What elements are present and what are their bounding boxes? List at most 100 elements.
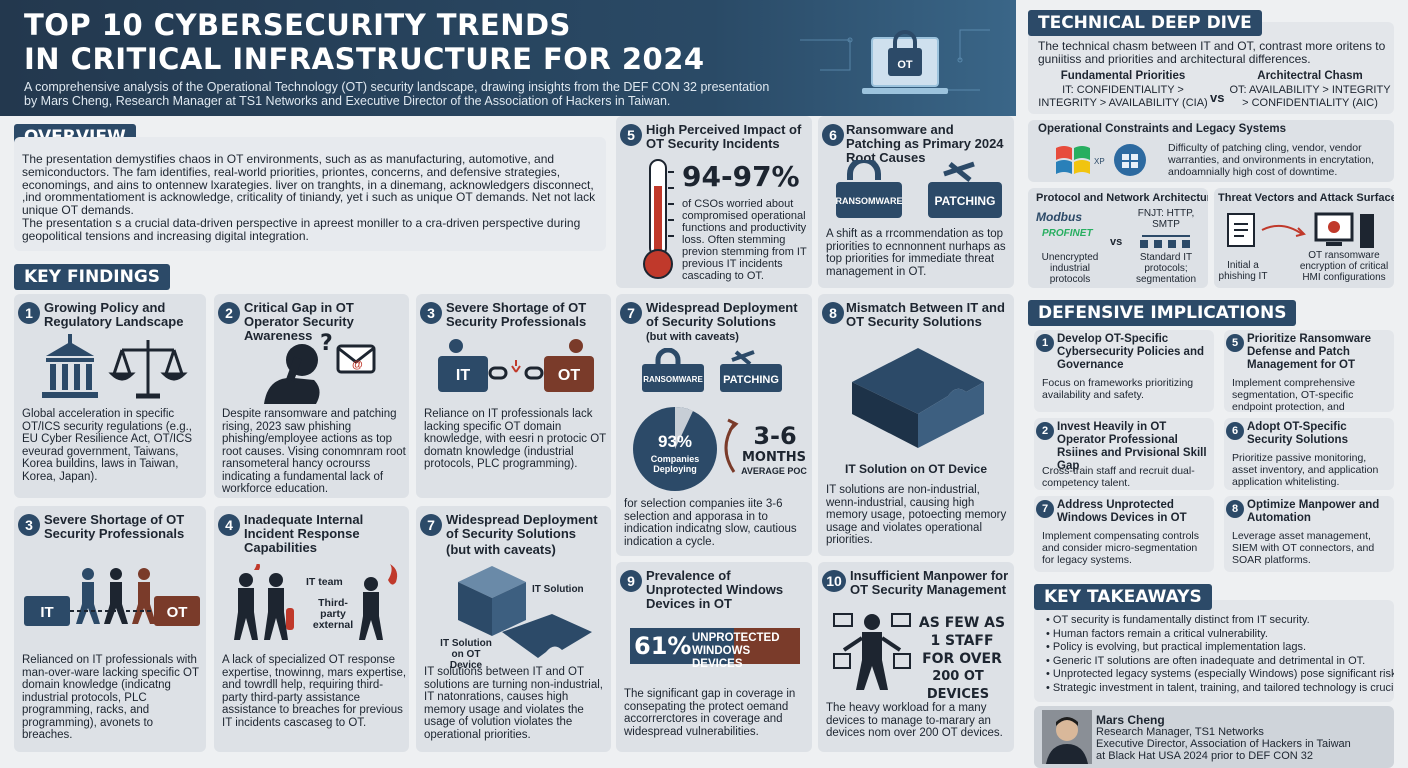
poc-months: 3-6 (753, 422, 797, 450)
finding-card-3: 3 Severe Shortage of OT Security Profess… (416, 294, 611, 498)
author-line3: at Black Hat USA 2024 prior to DEF CON 3… (1096, 750, 1314, 762)
bullet-icon: • (1046, 627, 1053, 640)
manpower-stat-2: 1 STAFF (930, 633, 994, 649)
it-ot-people-icon: IT OT (24, 568, 200, 626)
person-devices-icon (833, 613, 911, 690)
finding-title: Ransomware and Patching as Primary 2024 … (846, 122, 1004, 165)
finding-number: 6 (822, 124, 844, 146)
svg-text:@: @ (352, 359, 363, 371)
svg-text:?: ? (320, 332, 333, 356)
page-title-line2: IN CRITICAL INFRASTRUCTURE FOR 2024 (24, 42, 705, 76)
defensive-title: Develop OT-Specific Cybersecurity Polici… (1057, 333, 1205, 371)
ransomware-label: RANSOMWARE (836, 196, 903, 206)
avatar (1042, 710, 1092, 764)
proto-vs: vs (1110, 236, 1123, 248)
it-label: IT (40, 604, 53, 621)
finding-title: Widespread Deployment of Security Soluti… (446, 512, 598, 541)
it-label: IT (456, 367, 470, 384)
it-team-label: IT team (306, 576, 343, 588)
finding-body: Despite ransomware and patching rising, … (222, 408, 406, 495)
bullet-icon: • (1046, 668, 1053, 680)
finding-number: 7 (420, 514, 442, 536)
finding-card-10: 10 Insufficient Manpower for OT Security… (818, 562, 1014, 752)
fire-icon (388, 564, 398, 585)
modbus-label: Modbus (1036, 210, 1082, 224)
takeaway-text: Policy is evolving, but practical implem… (1052, 641, 1307, 653)
finding-body: A shift as a rrcommendation as top prior… (826, 228, 1006, 278)
proto-right: Standard IT protocols; segmentation (1135, 252, 1197, 285)
bullet-icon: • (1046, 641, 1053, 653)
impact-stat: 94-97% (682, 160, 800, 193)
takeaway-item: • Unprotected legacy systems (especially… (1046, 668, 1394, 682)
network-icon (1140, 235, 1190, 248)
defensive-item: 6 Adopt OT-Specific Security Solutions Pri… (1224, 418, 1394, 490)
defensive-title: Adopt OT-Specific Security Solutions (1247, 421, 1348, 446)
fp-text: IT: CONFIDENTIALITY > INTEGRITY > AVAILA… (1038, 84, 1208, 109)
defensive-title: Address Unprotected Windows Devices in O… (1057, 499, 1187, 524)
defensive-body: Leverage asset management, SIEM with OT … (1232, 530, 1375, 566)
coverage-fill (733, 628, 800, 664)
defensive-item: 2 Invest Heavily in OT Operator Professio… (1034, 418, 1214, 490)
government-building-icon (42, 334, 188, 399)
defensive-body: Implement compensating controls and cons… (1042, 530, 1199, 566)
finding-title: Critical Gap in OT Operator Security Awa… (244, 300, 354, 343)
ot-device-label: IT Solution on OT Device (440, 638, 492, 671)
deploy-pct: 93% (657, 432, 693, 451)
puzzle-icon (458, 566, 592, 658)
defensive-number: 5 (1226, 334, 1244, 352)
finding-card-7: 7 Widespread Deployment of Security Solu… (616, 294, 812, 556)
fp-vs: vs (1210, 90, 1225, 105)
finding-number: 5 (620, 124, 642, 146)
finding-title: Inadequate Internal Incident Response Ca… (244, 512, 364, 555)
finding-number: 10 (822, 570, 846, 592)
finding-number: 1 (18, 302, 40, 324)
it-solution-label: IT Solution (532, 584, 584, 595)
defensive-item: 7 Address Unprotected Windows Devices in … (1034, 496, 1214, 572)
finding-title: Prevalence of Unprotected Windows Device… (646, 568, 784, 611)
takeaway-item: • Generic IT solutions are often inadequ… (1046, 655, 1394, 669)
puzzle-icon-large (852, 348, 984, 448)
lock-toolbox-icon: RANSOMWARE PATCHING (836, 160, 1002, 218)
svg-text:PATCHING: PATCHING (723, 374, 779, 386)
cycle-arrow-icon (724, 418, 739, 473)
unprotected-pct: 61% (634, 632, 692, 660)
finding-body: IT solutions between IT and OT solutions… (424, 666, 603, 741)
phishing-ransomware-icon (1227, 212, 1374, 248)
threat-card: Threat Vectors and Attack Surface Initia… (1214, 188, 1394, 288)
poc-unit: MONTHS (742, 450, 806, 465)
monitor-ot-label: OT (897, 59, 913, 71)
confused-person-icon: ? @ (264, 332, 376, 404)
threat-left: Initial a phishing IT (1218, 260, 1268, 282)
page-title-line1: TOP 10 CYBERSECURITY TRENDS (24, 8, 571, 42)
takeaway-text: Strategic investment in talent, training… (1052, 681, 1394, 694)
deep-dive-card: The technical chasm between IT and OT, c… (1028, 22, 1394, 114)
finding-number: 4 (218, 514, 240, 536)
manpower-stat-4: 200 OT DEVICES (926, 669, 990, 702)
takeaways-heading: KEY TAKEAWAYS (1034, 584, 1212, 610)
threat-right: OT ransomware encryption of critical HMI… (1299, 250, 1389, 283)
finding-number: 8 (822, 302, 844, 324)
defensive-number: 8 (1226, 500, 1244, 518)
defensive-item: 5 Prioritize Ransomware Defense and Patch… (1224, 330, 1394, 412)
author-line2: Executive Director, Association of Hacke… (1096, 738, 1351, 750)
finding-body: The significant gap in coverage in conse… (624, 688, 796, 738)
lock-toolbox-icon-small: RANSOMWARE PATCHING (642, 348, 782, 392)
manpower-stat-1: AS FEW AS (918, 615, 1006, 631)
defensive-body: Cross-train staff and recruit dual-compe… (1042, 465, 1195, 489)
finding-card-5: 5 High Perceived Impact of OT Security I… (616, 116, 812, 288)
defensive-title: Invest Heavily in OT Operator Profession… (1057, 421, 1207, 472)
takeaway-item: • Strategic investment in talent, traini… (1046, 682, 1394, 696)
windows-coverage-bar (630, 628, 800, 664)
finding-body: Relianced on IT professionals with man-o… (22, 654, 199, 741)
finding-subtitle: (but with caveats) (646, 331, 739, 343)
finding-body: A lack of specialized OT response expert… (222, 654, 407, 729)
fp-title: Fundamental Priorities (1060, 70, 1186, 82)
overview-card: The presentation demystifies chaos in OT… (14, 137, 606, 251)
defensive-title: Prioritize Ransomware Defense and Patch … (1247, 333, 1371, 371)
patching-label: PATCHING (935, 194, 996, 208)
finding-card-3b: 3 Severe Shortage of OT Security Profess… (14, 506, 206, 752)
poc-label: AVERAGE POC (741, 466, 807, 476)
finding-title: High Perceived Impact of OT Security Inc… (646, 122, 802, 151)
ac-text: OT: AVAILABILITY > INTEGRITY > CONFIDENT… (1229, 84, 1391, 109)
monitor-lock-icon: OT (800, 29, 990, 94)
